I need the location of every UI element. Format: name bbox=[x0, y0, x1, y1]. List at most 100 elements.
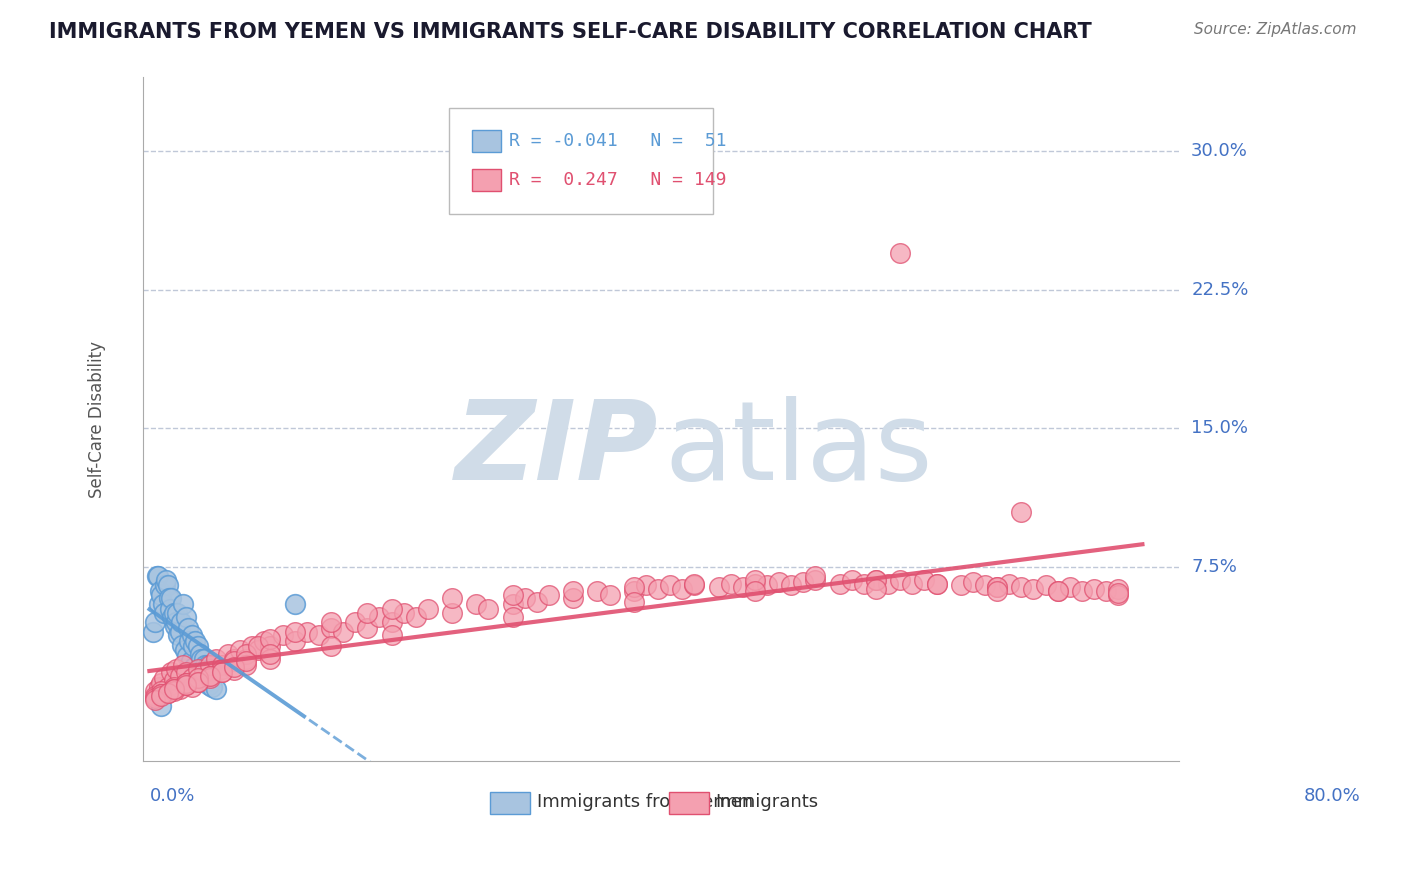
Point bbox=[224, 659, 246, 673]
Point bbox=[162, 681, 184, 696]
Point bbox=[683, 578, 706, 592]
Point bbox=[865, 582, 887, 597]
Point bbox=[165, 662, 187, 676]
Point bbox=[149, 584, 172, 599]
Point bbox=[142, 624, 165, 639]
Point bbox=[160, 591, 183, 606]
Point bbox=[235, 647, 257, 661]
Point bbox=[197, 678, 219, 692]
Point bbox=[986, 580, 1008, 594]
Text: Source: ZipAtlas.com: Source: ZipAtlas.com bbox=[1194, 22, 1357, 37]
Point bbox=[188, 667, 211, 681]
Point bbox=[502, 610, 524, 624]
Point bbox=[1010, 580, 1032, 594]
Point bbox=[1083, 582, 1105, 597]
Point bbox=[841, 573, 863, 587]
Point bbox=[804, 573, 827, 587]
Point bbox=[174, 678, 197, 692]
Point bbox=[180, 671, 202, 685]
Point bbox=[198, 662, 221, 676]
Point bbox=[211, 657, 233, 672]
Point bbox=[150, 688, 173, 702]
Text: 15.0%: 15.0% bbox=[1191, 419, 1249, 437]
Text: 7.5%: 7.5% bbox=[1191, 558, 1237, 576]
Point bbox=[187, 662, 209, 676]
Point bbox=[586, 584, 609, 599]
Point bbox=[925, 576, 948, 591]
Point bbox=[1022, 582, 1045, 597]
Point bbox=[623, 584, 645, 599]
Point bbox=[166, 606, 188, 620]
Point bbox=[179, 634, 201, 648]
Point bbox=[162, 610, 184, 624]
Point bbox=[901, 576, 924, 591]
Point bbox=[145, 683, 167, 698]
Text: IMMIGRANTS FROM YEMEN VS IMMIGRANTS SELF-CARE DISABILITY CORRELATION CHART: IMMIGRANTS FROM YEMEN VS IMMIGRANTS SELF… bbox=[49, 22, 1092, 42]
Point bbox=[332, 624, 354, 639]
FancyBboxPatch shape bbox=[491, 792, 530, 814]
Point bbox=[197, 657, 219, 672]
Point bbox=[159, 602, 181, 616]
Point bbox=[647, 582, 669, 597]
Point bbox=[173, 643, 195, 657]
Point bbox=[284, 597, 307, 611]
Point bbox=[804, 569, 827, 583]
Point bbox=[392, 606, 415, 620]
Point bbox=[172, 638, 194, 652]
Point bbox=[634, 578, 657, 592]
Point bbox=[194, 657, 217, 672]
Point bbox=[145, 615, 167, 630]
Point bbox=[211, 665, 233, 680]
Point bbox=[150, 683, 173, 698]
Point bbox=[441, 606, 464, 620]
Point bbox=[150, 698, 173, 713]
Point bbox=[188, 647, 211, 661]
Point bbox=[150, 688, 173, 702]
Point bbox=[174, 676, 197, 690]
Point bbox=[925, 576, 948, 591]
Point bbox=[477, 602, 499, 616]
Point bbox=[1070, 584, 1092, 599]
Point bbox=[986, 580, 1008, 594]
Point bbox=[235, 652, 257, 666]
FancyBboxPatch shape bbox=[449, 108, 713, 214]
Point bbox=[240, 640, 263, 654]
Point bbox=[156, 685, 179, 699]
Text: 80.0%: 80.0% bbox=[1303, 787, 1361, 805]
Point bbox=[229, 643, 252, 657]
Point bbox=[720, 576, 742, 591]
Point bbox=[186, 664, 208, 678]
Point bbox=[162, 606, 184, 620]
Point bbox=[174, 610, 197, 624]
Point bbox=[731, 580, 754, 594]
Point bbox=[780, 578, 803, 592]
Point bbox=[163, 619, 186, 633]
Point bbox=[1035, 578, 1057, 592]
Text: Self-Care Disability: Self-Care Disability bbox=[87, 341, 105, 498]
Point bbox=[1107, 586, 1129, 600]
Point bbox=[344, 615, 367, 630]
Text: ZIP: ZIP bbox=[454, 396, 658, 503]
Point bbox=[865, 573, 887, 587]
Point bbox=[259, 647, 281, 661]
Point bbox=[562, 591, 585, 606]
Point bbox=[205, 681, 228, 696]
Point bbox=[537, 588, 560, 602]
Point bbox=[198, 657, 221, 672]
Point bbox=[176, 648, 198, 663]
Point bbox=[998, 576, 1021, 591]
Point bbox=[744, 584, 766, 599]
Point bbox=[441, 591, 464, 606]
Point bbox=[217, 647, 239, 661]
Text: 0.0%: 0.0% bbox=[149, 787, 195, 805]
Point bbox=[949, 578, 972, 592]
Point bbox=[156, 685, 179, 699]
Point bbox=[308, 628, 330, 642]
Point bbox=[526, 595, 548, 609]
Point bbox=[195, 674, 218, 689]
FancyBboxPatch shape bbox=[669, 792, 709, 814]
Point bbox=[562, 584, 585, 599]
Point bbox=[145, 693, 167, 707]
Point bbox=[1095, 584, 1118, 599]
Point bbox=[405, 610, 427, 624]
